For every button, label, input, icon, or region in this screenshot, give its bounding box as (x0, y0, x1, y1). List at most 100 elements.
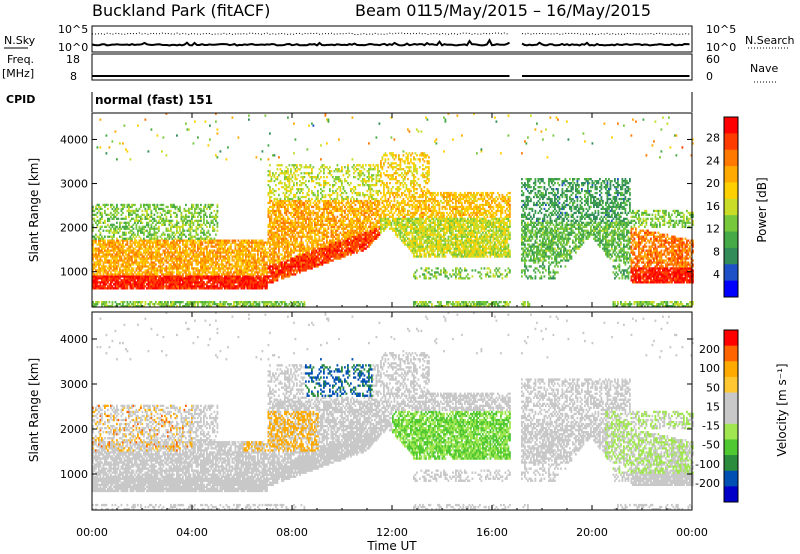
power-cell (283, 204, 285, 206)
power-cell (280, 180, 282, 182)
power-cell (196, 230, 198, 232)
power-cell (304, 182, 306, 184)
power-cell (329, 196, 331, 198)
power-cell (203, 220, 205, 222)
power-cell (146, 230, 148, 232)
power-cell (145, 303, 147, 305)
power-cell (98, 236, 100, 238)
power-cell (323, 216, 325, 218)
power-cell (178, 236, 180, 238)
power-cell (262, 240, 264, 242)
power-cell (194, 236, 196, 238)
power-cell (271, 178, 273, 180)
power-cell (176, 134, 178, 136)
power-cell (259, 261, 261, 263)
power-cell (110, 230, 112, 232)
power-cell (137, 210, 139, 212)
power-cell (299, 180, 301, 182)
power-cell (188, 128, 190, 130)
power-cell (229, 240, 231, 242)
power-cell (166, 283, 168, 285)
power-cell (295, 224, 297, 226)
power-cell (281, 170, 283, 172)
power-cell (307, 216, 309, 218)
power-cell (97, 303, 99, 305)
power-cell (109, 301, 111, 303)
power-cell (304, 216, 306, 218)
power-cell (184, 208, 186, 210)
power-cell (215, 218, 217, 220)
power-cell (187, 246, 189, 248)
power-cell (266, 244, 268, 246)
power-cell (268, 208, 270, 210)
power-cell (209, 234, 211, 236)
power-cell (259, 303, 261, 305)
power-cell (229, 261, 231, 263)
power-cell (319, 178, 321, 180)
power-cell (304, 176, 306, 178)
power-cell (172, 255, 174, 257)
power-cell (284, 198, 286, 200)
power-cell (208, 269, 210, 271)
power-cell (214, 242, 216, 244)
power-cell (146, 259, 148, 261)
power-cell (169, 238, 171, 240)
power-cell (332, 176, 334, 178)
power-cell (209, 226, 211, 228)
power-cell (311, 123, 313, 125)
power-cell (317, 242, 319, 244)
power-cell (203, 285, 205, 287)
power-cell (229, 273, 231, 275)
power-cell (149, 204, 151, 206)
power-cell (100, 283, 102, 285)
power-cell (101, 218, 103, 220)
power-cell (128, 216, 130, 218)
power-cell (274, 180, 276, 182)
power-cell (197, 206, 199, 208)
power-cell (323, 172, 325, 174)
power-cell (286, 192, 288, 194)
power-cell (302, 230, 304, 232)
power-cell (292, 234, 294, 236)
power-cell (292, 267, 294, 269)
power-cell (161, 214, 163, 216)
power-cell (299, 168, 301, 170)
power-cell (97, 216, 99, 218)
power-cell (133, 267, 135, 269)
power-cell (314, 220, 316, 222)
power-cell (149, 244, 151, 246)
power-cell (97, 224, 99, 226)
power-cell (104, 236, 106, 238)
power-cell (131, 271, 133, 273)
power-cell (199, 255, 201, 257)
power-cell (145, 119, 147, 121)
power-cell (157, 236, 159, 238)
power-cell (209, 224, 211, 226)
power-cell (233, 273, 235, 275)
power-cell (268, 303, 270, 305)
power-cell (112, 204, 114, 206)
power-cell (112, 303, 114, 305)
power-cell (194, 244, 196, 246)
power-cell (166, 259, 168, 261)
power-cell (278, 303, 280, 305)
power-cell (215, 246, 217, 248)
power-cell (259, 257, 261, 259)
power-cell (136, 257, 138, 259)
power-cell (143, 255, 145, 257)
power-cell (98, 301, 100, 303)
power-cell (217, 156, 219, 158)
power-cell (169, 253, 171, 255)
power-cell (275, 251, 277, 253)
power-cell (299, 198, 301, 200)
power-cell (95, 206, 97, 208)
power-cell (122, 142, 124, 144)
power-cell (128, 267, 130, 269)
power-cell (203, 281, 205, 283)
power-cell (310, 200, 312, 202)
power-cell (206, 226, 208, 228)
power-cell (215, 234, 217, 236)
power-cell (142, 301, 144, 303)
power-cell (167, 242, 169, 244)
